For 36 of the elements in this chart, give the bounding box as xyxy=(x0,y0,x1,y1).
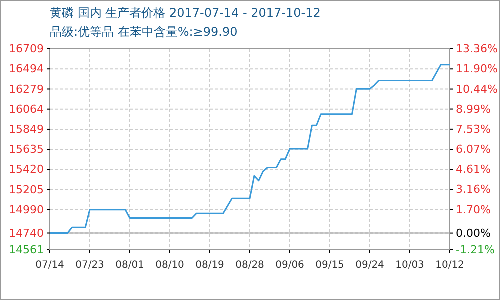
y-tick-label: 16279 xyxy=(9,82,44,96)
x-tick-label: 08/19 xyxy=(196,260,224,272)
x-tick-label: 09/06 xyxy=(276,260,304,272)
x-tick-label: 07/14 xyxy=(36,260,64,272)
x-tick-label: 07/23 xyxy=(76,260,104,272)
x-tick-label: 10/12 xyxy=(436,260,464,272)
y-tick-label: 15635 xyxy=(9,143,44,156)
y-tick-label: 15849 xyxy=(9,122,44,136)
x-tick-label: 08/01 xyxy=(116,260,144,272)
y-tick-label: 15205 xyxy=(9,183,44,196)
y2-tick-label: 8.99% xyxy=(456,102,491,116)
x-tick-label: 09/15 xyxy=(316,260,344,272)
y2-tick-label: 6.07% xyxy=(456,143,491,156)
x-tick-label: 09/24 xyxy=(356,260,384,272)
y2-tick-label: 0.00% xyxy=(456,226,491,240)
chart-title: 黄磷 国内 生产者价格 2017-07-14 - 2017-10-12 xyxy=(50,6,321,20)
y2-tick-label: 11.90% xyxy=(456,62,498,76)
y-tick-label: 14990 xyxy=(9,203,44,216)
y-tick-label: 14740 xyxy=(9,226,44,240)
y2-tick-label: -1.21% xyxy=(456,244,495,257)
line-series xyxy=(49,64,451,234)
y2-tick-label: 1.70% xyxy=(456,203,491,216)
y-tick-label: 14561 xyxy=(9,244,44,257)
y-tick-label: 16064 xyxy=(9,102,44,116)
x-tick-label: 08/28 xyxy=(236,260,264,272)
x-tick-label: 08/10 xyxy=(156,260,184,272)
x-tick-label: 10/03 xyxy=(396,260,424,272)
y2-tick-label: 3.16% xyxy=(456,183,491,196)
y2-tick-label: 7.53% xyxy=(456,122,491,136)
y2-tick-label: 10.44% xyxy=(456,82,498,96)
y-tick-label: 16709 xyxy=(9,42,44,56)
y-tick-label: 15420 xyxy=(9,163,44,176)
y2-tick-label: 4.61% xyxy=(456,163,491,176)
y-tick-label: 16494 xyxy=(9,62,44,76)
y2-tick-label: 13.36% xyxy=(456,42,498,56)
chart-subtitle: 品级:优等品 在苯中含量%:≥99.90 xyxy=(50,25,238,39)
